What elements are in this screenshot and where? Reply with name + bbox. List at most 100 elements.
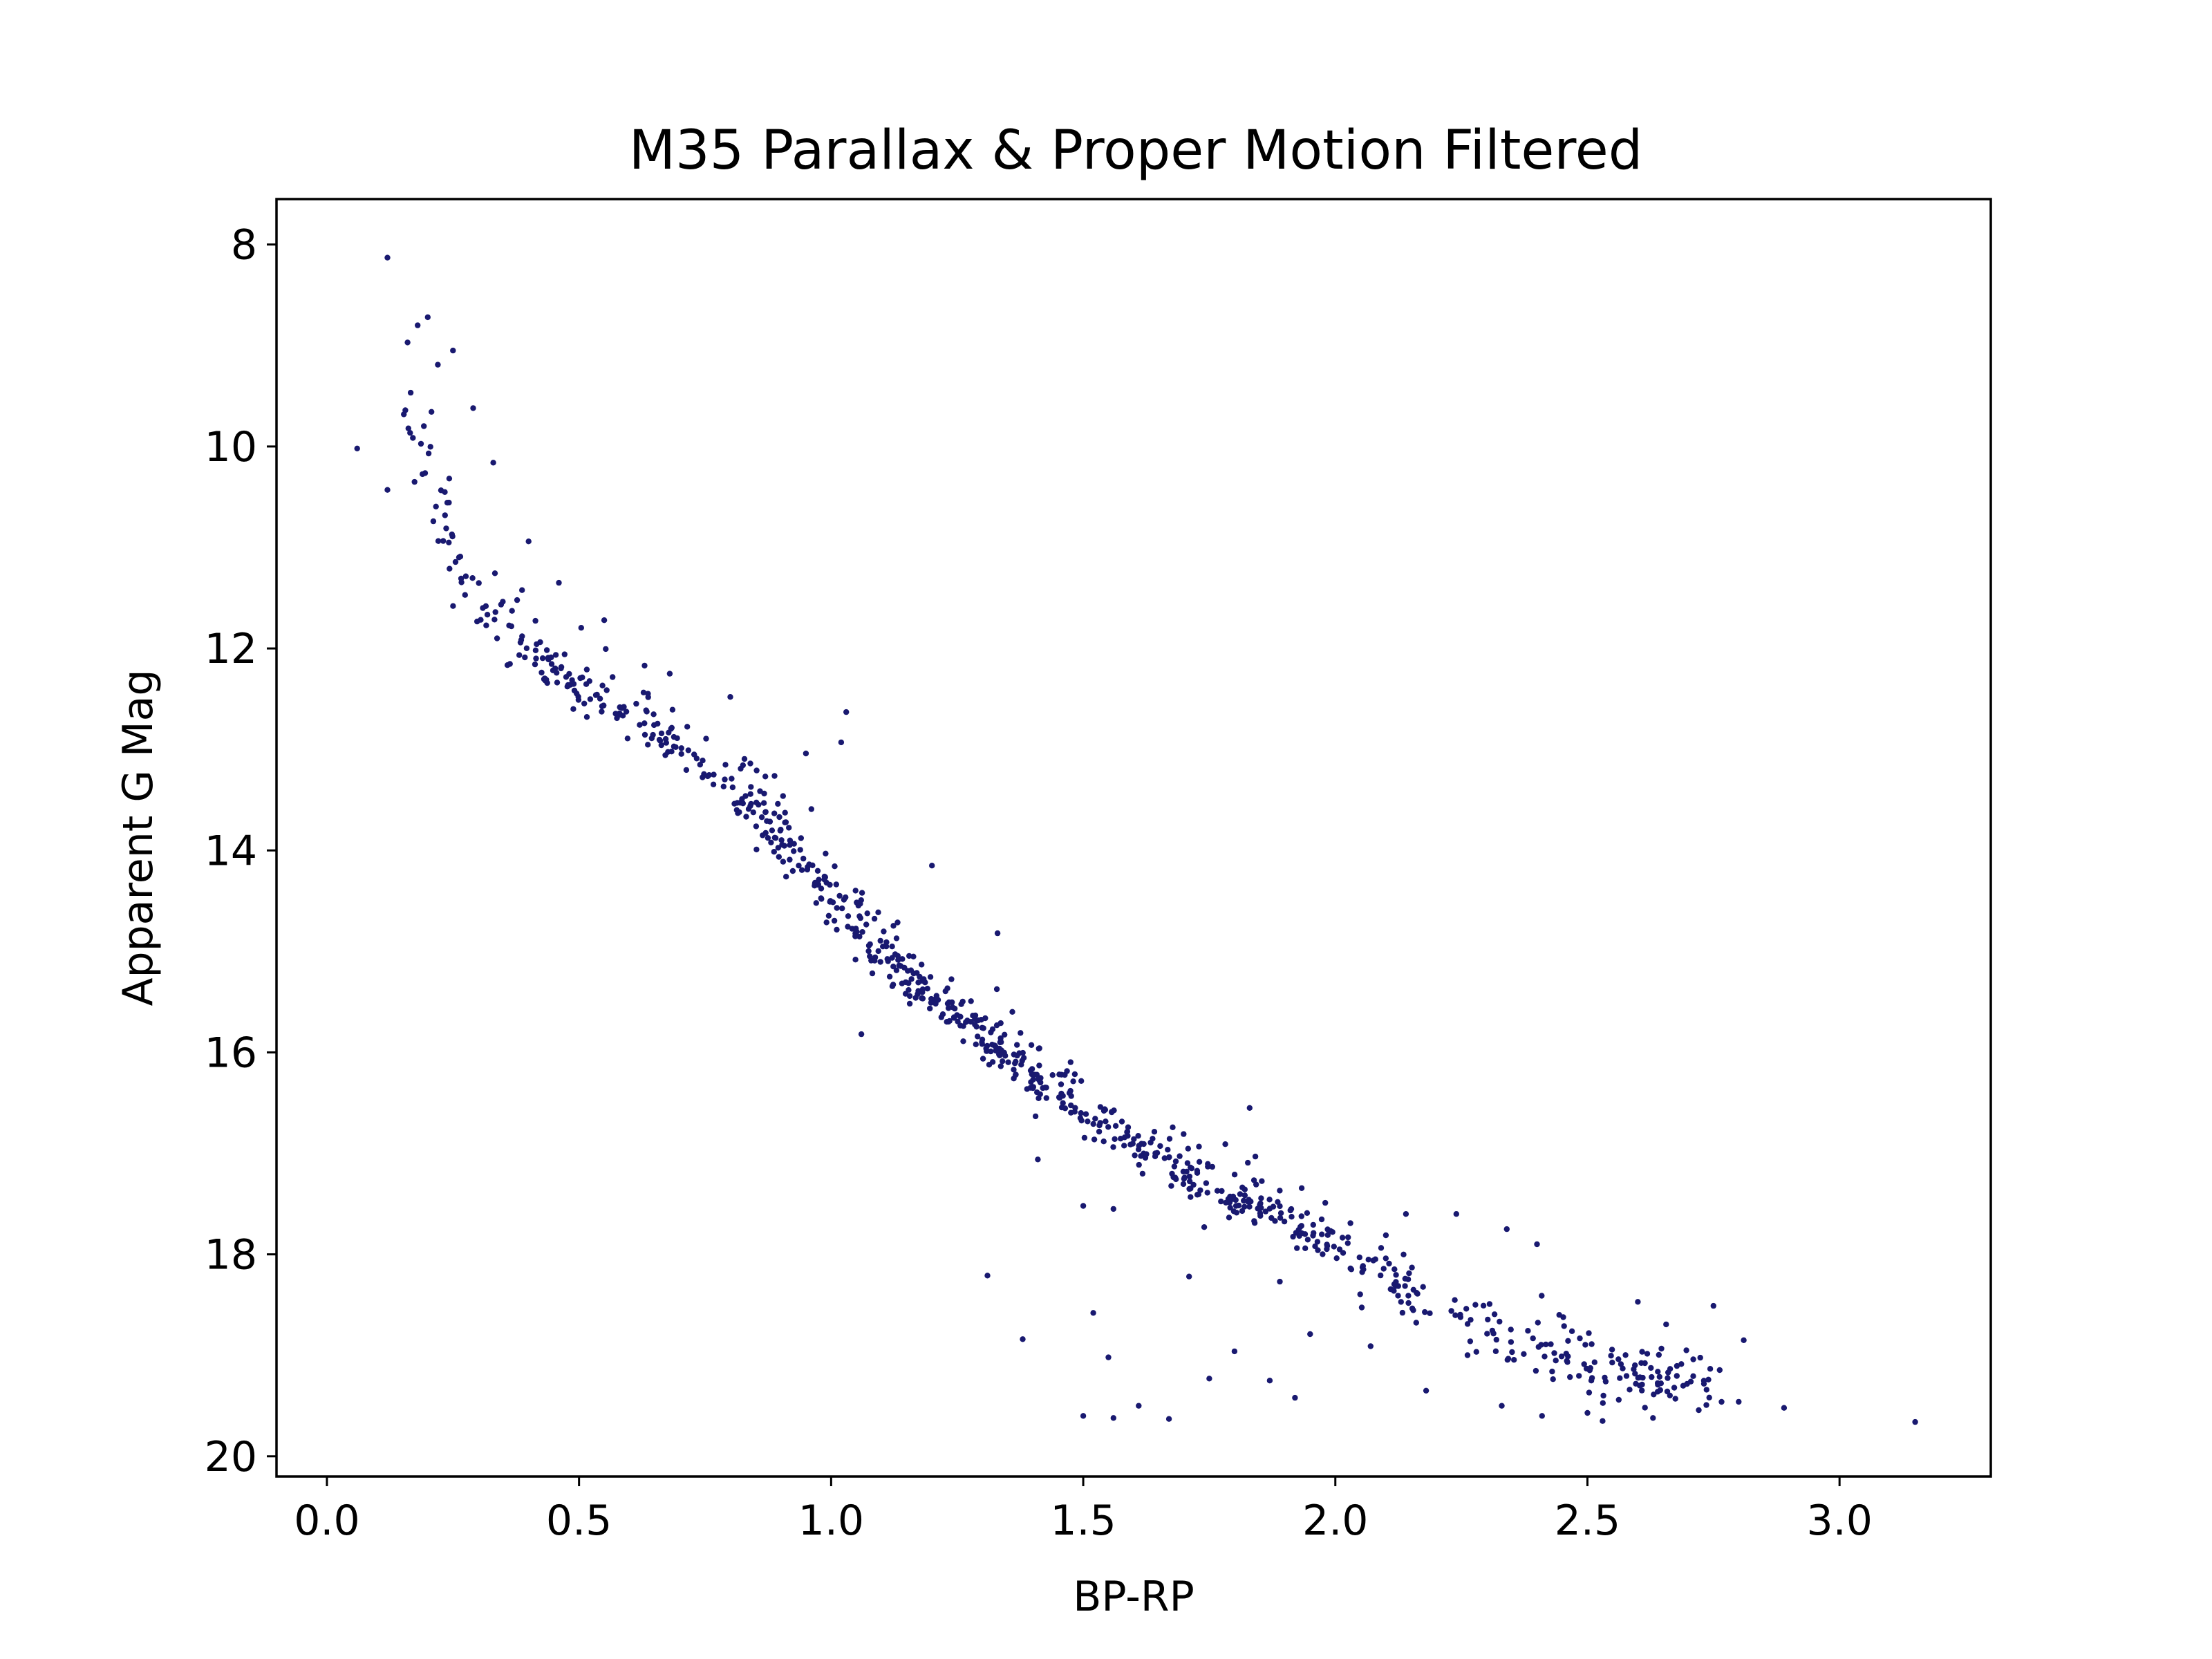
data-point (1110, 1415, 1117, 1421)
data-point (476, 580, 482, 586)
data-point (700, 774, 706, 780)
data-point (645, 742, 651, 748)
data-point (1584, 1409, 1591, 1416)
data-point (1266, 1197, 1273, 1203)
data-point (880, 944, 886, 950)
data-point (786, 825, 792, 831)
data-point (1277, 1215, 1284, 1221)
data-point (834, 926, 840, 933)
data-point (1356, 1254, 1363, 1261)
x-tick-label: 0.0 (294, 1497, 359, 1545)
data-point (775, 800, 781, 807)
data-point (757, 788, 763, 794)
data-point (1480, 1302, 1487, 1309)
data-point (645, 694, 651, 700)
data-point (1399, 1309, 1406, 1316)
data-point (1258, 1205, 1264, 1211)
data-point (1452, 1297, 1458, 1303)
data-point (1013, 1058, 1019, 1065)
data-point (747, 791, 753, 797)
data-point (519, 587, 525, 593)
data-point (1656, 1351, 1662, 1358)
data-point (747, 803, 753, 809)
data-point (1741, 1337, 1747, 1344)
data-point (1272, 1218, 1278, 1224)
data-point (1678, 1361, 1685, 1367)
data-point (1062, 1071, 1068, 1078)
data-point (1110, 1144, 1116, 1150)
data-point (1304, 1237, 1311, 1243)
data-point (1618, 1361, 1624, 1367)
data-point (1395, 1293, 1401, 1299)
data-point (407, 389, 414, 396)
data-point (859, 929, 865, 935)
data-point (418, 440, 424, 447)
data-point (446, 539, 452, 545)
data-point (1548, 1341, 1554, 1347)
data-point (458, 575, 465, 582)
data-point (908, 976, 915, 982)
data-point (921, 976, 927, 982)
data-point (948, 976, 955, 982)
data-point (1508, 1327, 1514, 1333)
data-point (1347, 1220, 1353, 1226)
data-point (893, 935, 900, 941)
data-point (1298, 1223, 1305, 1229)
data-point (778, 837, 785, 843)
data-point (1315, 1247, 1321, 1253)
data-point (800, 855, 807, 862)
data-point (910, 971, 917, 977)
data-point (760, 800, 767, 806)
data-point (727, 694, 733, 700)
data-point (522, 654, 528, 661)
data-point (1422, 1309, 1428, 1315)
data-point (1464, 1352, 1471, 1358)
data-point (950, 1014, 957, 1020)
data-point (1690, 1373, 1696, 1380)
data-point (1295, 1227, 1302, 1233)
data-point (1231, 1348, 1238, 1355)
data-point (1588, 1341, 1595, 1347)
data-point (1230, 1208, 1237, 1215)
data-point (906, 953, 912, 959)
data-point (565, 682, 571, 688)
data-point (740, 762, 747, 769)
data-point (1194, 1168, 1201, 1174)
data-point (1602, 1374, 1608, 1381)
y-tick-label: 8 (231, 221, 257, 270)
data-point (1172, 1158, 1179, 1165)
data-point (462, 592, 468, 598)
data-point (1683, 1347, 1689, 1353)
data-point (834, 905, 840, 911)
data-point (1539, 1413, 1545, 1419)
data-point (1674, 1362, 1680, 1369)
data-point (599, 682, 606, 688)
data-point (1013, 1071, 1019, 1078)
data-point (537, 639, 543, 646)
data-point (857, 915, 864, 921)
data-point (1080, 1203, 1087, 1209)
y-tick-label: 14 (205, 827, 257, 875)
data-point (402, 407, 409, 413)
data-point (1690, 1356, 1696, 1362)
data-point (1484, 1331, 1490, 1337)
data-point (1033, 1071, 1040, 1078)
data-point (1068, 1109, 1074, 1116)
data-point (858, 1031, 865, 1038)
data-point (1322, 1199, 1329, 1206)
data-point (525, 538, 532, 545)
data-point (1226, 1215, 1232, 1221)
data-point (405, 425, 411, 431)
data-point (1019, 1058, 1025, 1064)
data-point (1030, 1076, 1036, 1082)
data-point (994, 930, 1001, 937)
data-point (1214, 1188, 1221, 1194)
data-point (1105, 1354, 1112, 1360)
data-point (1553, 1358, 1559, 1364)
data-point (658, 742, 664, 749)
data-point (619, 705, 626, 711)
data-point (1534, 1241, 1540, 1248)
data-point (865, 948, 872, 955)
data-point (1329, 1229, 1335, 1235)
data-point (1290, 1233, 1296, 1240)
